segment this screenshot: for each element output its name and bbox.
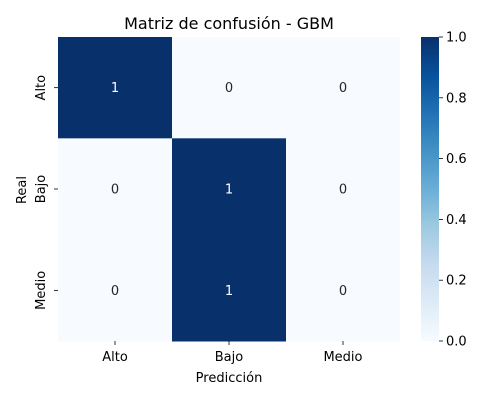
cell-value-label: 1	[111, 81, 119, 96]
heatmap-cell-bajo-bajo	[172, 138, 286, 241]
colorbar-tick-label: 0.8	[446, 91, 467, 106]
cell-value-label: 0	[339, 284, 347, 299]
cell-annotations: 1 0 0 0 1 0 0 1 0	[111, 81, 347, 299]
x-axis-label: Predicción	[196, 371, 263, 386]
y-axis-ticks: Alto Bajo Medio	[34, 75, 58, 310]
y-tick-label: Alto	[34, 75, 49, 101]
heatmap-cell-alto-bajo	[172, 37, 286, 139]
x-axis-ticks: Alto Bajo Medio	[102, 340, 363, 365]
heatmap-cell-medio-alto	[58, 239, 172, 342]
colorbar-ticks: 0.0 0.2 0.4 0.6 0.8 1.0	[439, 31, 467, 350]
cell-value-label: 1	[225, 182, 233, 197]
cell-value-label: 1	[225, 284, 233, 299]
heatmap-cell-medio-bajo	[172, 239, 286, 342]
heatmap-cell-medio-medio	[286, 239, 400, 342]
y-tick-label: Medio	[34, 271, 49, 310]
y-axis-label: Real	[15, 176, 30, 204]
x-tick-label: Medio	[323, 350, 362, 365]
chart-title: Matriz de confusión - GBM	[124, 14, 334, 33]
x-tick-label: Bajo	[215, 350, 243, 365]
colorbar-tick-label: 0.6	[446, 152, 467, 167]
y-tick-label: Bajo	[34, 175, 49, 203]
colorbar-tick-label: 0.0	[446, 335, 467, 350]
heatmap-cell-bajo-alto	[58, 138, 172, 241]
colorbar-tick-label: 0.4	[446, 213, 467, 228]
cell-value-label: 0	[339, 182, 347, 197]
cell-value-label: 0	[111, 284, 119, 299]
heatmap-cell-alto-alto	[58, 37, 172, 139]
heatmap-cell-bajo-medio	[286, 138, 400, 241]
cell-value-label: 0	[339, 81, 347, 96]
colorbar-tick-label: 0.2	[446, 274, 467, 289]
colorbar-tick-label: 1.0	[446, 31, 467, 46]
cell-value-label: 0	[111, 182, 119, 197]
heatmap-cells	[58, 37, 400, 342]
heatmap-cell-alto-medio	[286, 37, 400, 139]
cell-value-label: 0	[225, 81, 233, 96]
x-tick-label: Alto	[102, 350, 128, 365]
colorbar	[421, 37, 439, 341]
